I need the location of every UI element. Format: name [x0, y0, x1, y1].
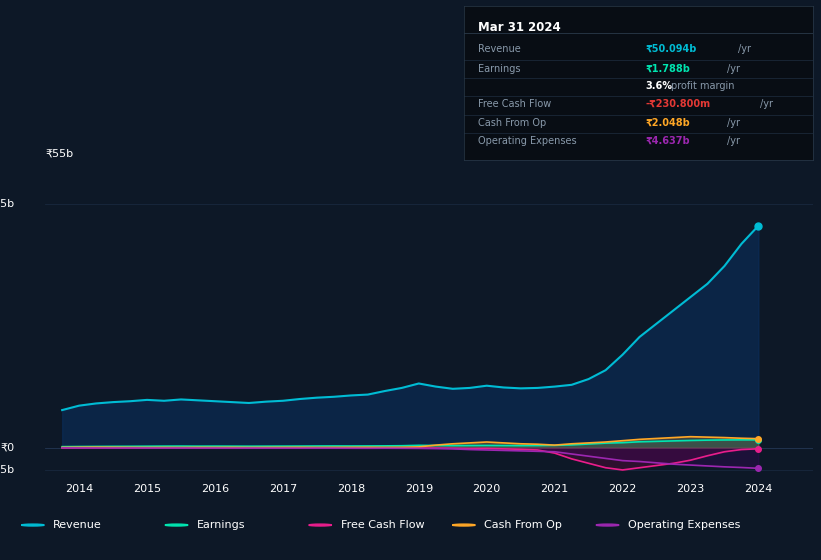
Circle shape	[165, 524, 188, 526]
Circle shape	[21, 524, 44, 526]
Text: Revenue: Revenue	[53, 520, 102, 530]
Text: /yr: /yr	[760, 99, 773, 109]
Text: profit margin: profit margin	[672, 81, 735, 91]
Circle shape	[309, 524, 332, 526]
Text: ₹55b: ₹55b	[45, 148, 73, 158]
Text: Cash From Op: Cash From Op	[484, 520, 562, 530]
Text: ₹55b: ₹55b	[0, 199, 15, 209]
Text: ₹1.788b: ₹1.788b	[645, 64, 690, 74]
Text: ₹50.094b: ₹50.094b	[645, 44, 697, 54]
Circle shape	[452, 524, 475, 526]
Text: 3.6%: 3.6%	[645, 81, 672, 91]
Text: ₹2.048b: ₹2.048b	[645, 118, 690, 128]
Text: /yr: /yr	[727, 136, 740, 146]
Text: ₹4.637b: ₹4.637b	[645, 136, 690, 146]
Text: Cash From Op: Cash From Op	[478, 118, 546, 128]
Text: /yr: /yr	[727, 64, 740, 74]
Text: Operating Expenses: Operating Expenses	[478, 136, 576, 146]
Text: Earnings: Earnings	[197, 520, 245, 530]
Text: Operating Expenses: Operating Expenses	[628, 520, 741, 530]
Text: -₹230.800m: -₹230.800m	[645, 99, 710, 109]
Text: Free Cash Flow: Free Cash Flow	[341, 520, 424, 530]
Text: -₹5b: -₹5b	[0, 465, 15, 475]
Text: Revenue: Revenue	[478, 44, 521, 54]
Text: Earnings: Earnings	[478, 64, 521, 74]
Text: /yr: /yr	[727, 118, 740, 128]
Text: Free Cash Flow: Free Cash Flow	[478, 99, 551, 109]
Text: Mar 31 2024: Mar 31 2024	[478, 21, 561, 34]
Circle shape	[596, 524, 619, 526]
Text: ₹0: ₹0	[0, 443, 15, 453]
Text: /yr: /yr	[738, 44, 751, 54]
